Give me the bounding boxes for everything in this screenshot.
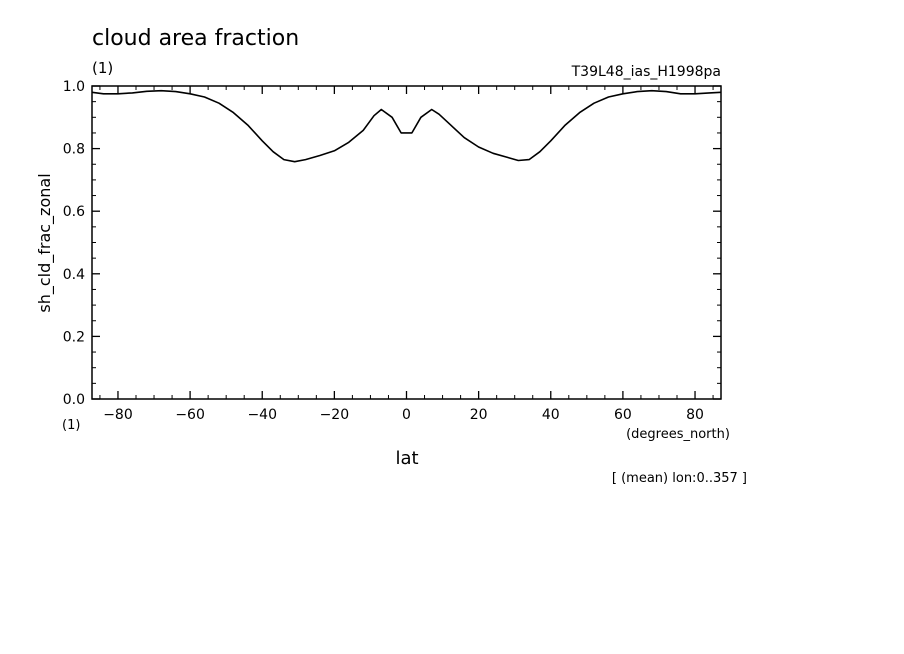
footnote: [ (mean) lon:0..357 ]	[612, 471, 747, 486]
y-tick-label: 1.0	[63, 79, 85, 95]
series-layer	[91, 89, 722, 163]
y-tick-label: 0.2	[63, 329, 85, 345]
y-tick-label: 0.8	[63, 142, 85, 158]
y-tick-label: 0.6	[63, 204, 85, 220]
x-tick-label: −40	[247, 407, 277, 423]
x-axis-label: lat	[395, 448, 418, 469]
x-axis-units: (degrees_north)	[626, 427, 730, 442]
y-tick-label: 0.4	[63, 267, 85, 283]
y-tick-label: 0.0	[63, 392, 85, 408]
x-tick-label: 80	[686, 407, 704, 423]
plot-frame	[91, 85, 722, 400]
x-tick-label: −60	[175, 407, 205, 423]
chart-title: cloud area fraction	[92, 26, 299, 51]
title-units: (1)	[92, 59, 113, 77]
tick-labels: −80 −60 −40 −20 0 20 40 60 80 0.0 0.2 0.4 0.6 0.8 1.0	[63, 79, 704, 423]
y-axis-units: (1)	[62, 418, 80, 433]
x-tick-label: −80	[103, 407, 133, 423]
x-tick-label: 0	[402, 407, 411, 423]
series-line	[91, 89, 722, 163]
x-tick-label: 20	[470, 407, 488, 423]
y-axis-label: sh_cld_frac_zonal	[35, 173, 55, 312]
x-tick-label: 60	[614, 407, 632, 423]
run-label: T39L48_ias_H1998pa	[571, 64, 721, 80]
x-tick-label: 40	[542, 407, 560, 423]
x-tick-label: −20	[320, 407, 350, 423]
